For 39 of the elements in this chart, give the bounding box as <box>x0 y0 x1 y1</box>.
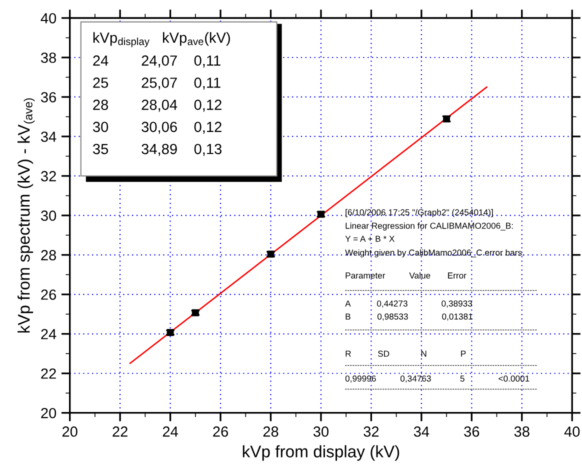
y-tick-label: 26 <box>41 290 56 300</box>
y-tick-label: 20 <box>41 408 56 418</box>
annotation: 35 34,89 0,13 <box>93 144 222 156</box>
x-tick-label: 28 <box>263 426 278 437</box>
x-tick-label: 38 <box>514 426 530 437</box>
x-tick-label: 22 <box>112 426 128 437</box>
text: kVp$_{display}$ kVp$_{ave}$(kV) <box>93 32 230 48</box>
annotation: Weight given by CalibMamo2006_C error bars. <box>345 249 524 258</box>
y-tick-label: 32 <box>40 171 56 182</box>
y-axis-title: kVp from spectrum (kV) - kV$_{(ave)}$ <box>18 98 35 333</box>
annotation: 0,99996 0,34763 5 <0.0001 <box>345 376 530 383</box>
annotation: 28 28,04 0,12 <box>93 100 222 112</box>
y-tick-label: 36 <box>40 92 56 102</box>
x-tick-label: 34 <box>414 426 430 437</box>
y-tick-label: 28 <box>41 250 56 260</box>
annotation: R SD N P <box>346 350 466 357</box>
x-tick-label: 32 <box>364 426 379 437</box>
annotation: Linear Regression for CALIBMAMO2006_B: <box>346 222 513 230</box>
annotation: A 0,44273 0,38933 <box>345 300 472 308</box>
y-tick-label: 40 <box>40 13 56 24</box>
x-tick-label: 20 <box>62 426 78 437</box>
y-tick-label: 24 <box>41 328 56 340</box>
x-tick-label: 24 <box>162 426 178 437</box>
annotation: 30 30,06 0,12 <box>93 122 222 134</box>
annotation: Y = A + B * X <box>345 236 395 242</box>
annotation: [6/10/2006 17:25 "/Graph2" (2454014)] <box>346 209 493 218</box>
y-tick-label: 38 <box>40 52 56 63</box>
annotation: 25 25,07 0,11 <box>93 78 220 90</box>
x-tick-label: 26 <box>213 426 228 437</box>
annotation: B 0,98533 0,01381 <box>346 314 472 321</box>
x-tick-label: 36 <box>464 426 480 437</box>
x-tick-label: 40 <box>564 426 580 437</box>
y-tick-label: 34 <box>40 132 56 142</box>
y-tick-label: 22 <box>41 368 56 379</box>
y-tick-label: 30 <box>40 210 56 221</box>
x-axis-title: kVp from display (kV) <box>242 445 400 461</box>
annotation: Parameter Value Error <box>346 272 466 279</box>
x-tick-label: 30 <box>313 426 329 437</box>
annotation: 24 24,07 0,11 <box>93 55 220 68</box>
